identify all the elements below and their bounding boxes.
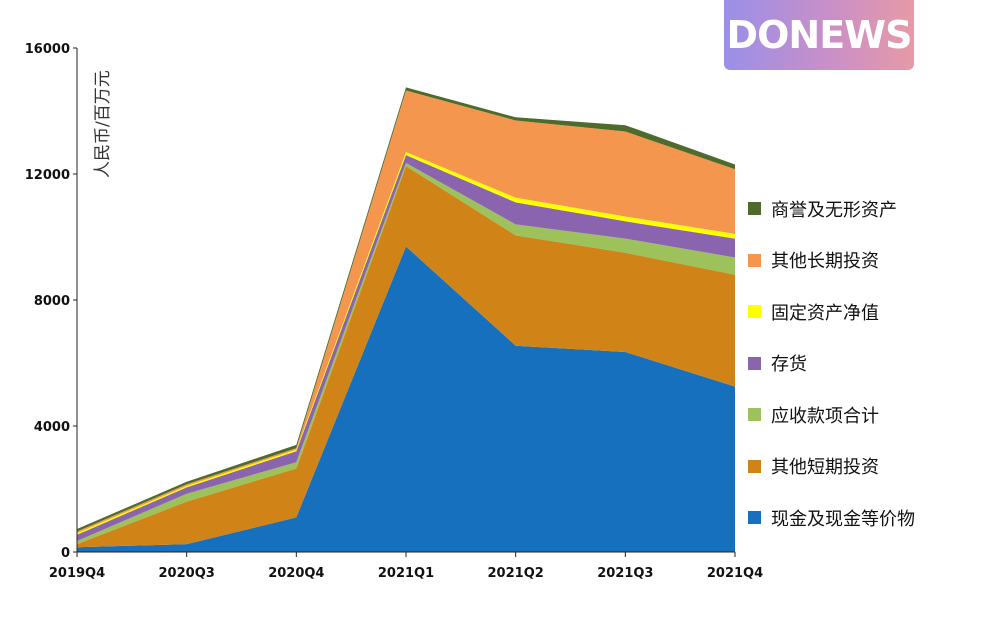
x-tick-labels: 2019Q4 2020Q3 2020Q4 2021Q1 2021Q2 2021Q3 2021… bbox=[49, 566, 763, 581]
area-series-0 bbox=[77, 246, 735, 552]
area-series-5 bbox=[77, 90, 735, 534]
area-series-group bbox=[77, 87, 735, 552]
legend-label-1: 其他短期投资 bbox=[771, 457, 879, 479]
x-tick-label-1: 2020Q3 bbox=[159, 566, 215, 581]
chart-legend: 商誉及无形资产 其他长期投资 固定资产净值 存货应收款项合计 其他短期投资现金及现金等价… bbox=[748, 183, 988, 544]
y-tick-label-2: 8000 bbox=[34, 294, 70, 309]
x-tick-label-4: 2021Q2 bbox=[488, 566, 544, 581]
legend-item-6: 商誉及无形资产 bbox=[748, 183, 988, 235]
logo-text: DONEWS bbox=[726, 13, 913, 57]
legend-item-1: 其他短期投资 bbox=[748, 441, 988, 493]
axes-group bbox=[73, 47, 736, 557]
legend-label-6: 商誉及无形资产 bbox=[771, 199, 897, 221]
legend-item-0: 现金及现金等价物 bbox=[748, 492, 988, 544]
legend-label-3: 存货 bbox=[771, 354, 807, 376]
legend-swatch-3 bbox=[748, 356, 761, 370]
y-tick-label-4: 16000 bbox=[25, 42, 70, 57]
legend-label-5: 其他长期投资 bbox=[771, 251, 879, 273]
area-series-1 bbox=[77, 166, 735, 548]
legend-swatch-2 bbox=[748, 408, 761, 422]
legend-swatch-0 bbox=[748, 511, 761, 525]
legend-item-2: 应收款项合计 bbox=[748, 389, 988, 441]
legend-item-3: 存货 bbox=[748, 338, 988, 390]
x-tick-label-3: 2021Q1 bbox=[378, 566, 434, 581]
x-tick-label-6: 2021Q4 bbox=[707, 566, 763, 581]
y-tick-labels: 0 4000 8000 12000 16000 bbox=[25, 42, 70, 561]
legend-swatch-5 bbox=[748, 253, 761, 267]
legend-label-4: 固定资产净值 bbox=[771, 302, 879, 324]
y-axis-label: 人民币/百万元 bbox=[93, 70, 113, 178]
y-tick-label-1: 4000 bbox=[34, 420, 70, 435]
legend-item-4: 固定资产净值 bbox=[748, 286, 988, 338]
legend-label-2: 应收款项合计 bbox=[771, 405, 879, 427]
donews-logo: DONEWS bbox=[724, 0, 914, 70]
legend-label-0: 现金及现金等价物 bbox=[771, 508, 915, 530]
x-tick-label-0: 2019Q4 bbox=[49, 566, 105, 581]
y-tick-label-0: 0 bbox=[61, 546, 70, 561]
legend-item-5: 其他长期投资 bbox=[748, 235, 988, 287]
legend-swatch-1 bbox=[748, 459, 761, 473]
y-tick-label-3: 12000 bbox=[25, 168, 70, 183]
x-tick-label-2: 2020Q4 bbox=[268, 566, 324, 581]
legend-swatch-6 bbox=[748, 202, 761, 216]
x-tick-label-5: 2021Q3 bbox=[597, 566, 653, 581]
legend-swatch-4 bbox=[748, 305, 761, 319]
